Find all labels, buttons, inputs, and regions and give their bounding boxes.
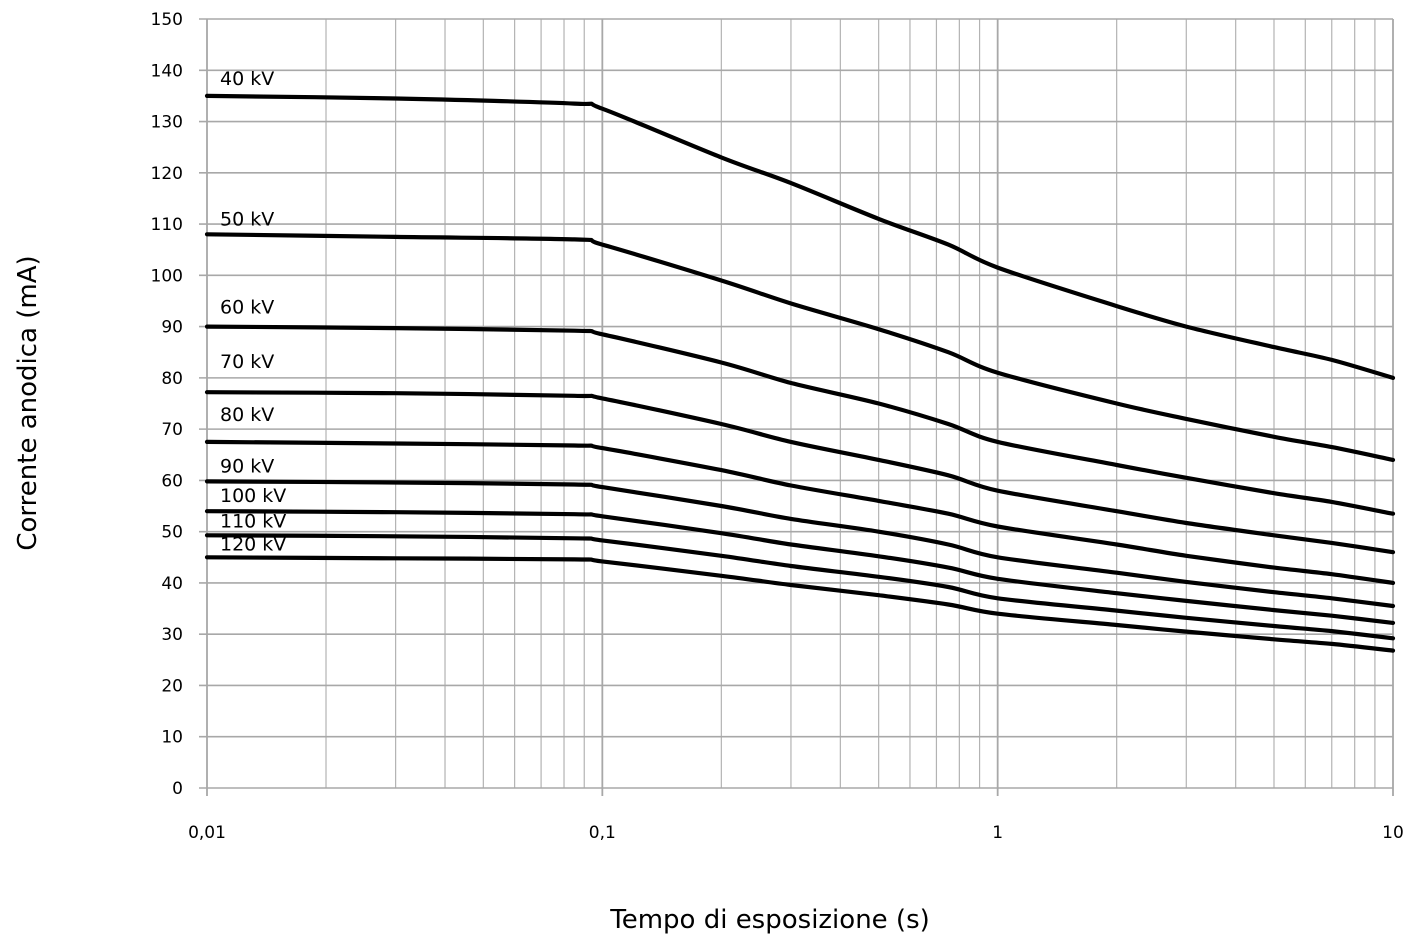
- grid-major: [199, 18, 1394, 796]
- series-label: 120 kV: [220, 533, 286, 555]
- y-tick-label: 90: [161, 318, 183, 338]
- y-tick-label: 100: [151, 266, 183, 286]
- series-label: 40 kV: [220, 68, 274, 90]
- series-label: 50 kV: [220, 208, 274, 230]
- y-tick-label: 130: [151, 113, 183, 133]
- series-label: 100 kV: [220, 485, 286, 507]
- series-line: [204, 555, 1396, 653]
- x-axis-title: Tempo di esposizione (s): [609, 905, 930, 935]
- series-lines: [204, 93, 1396, 653]
- y-tick-label: 40: [161, 574, 183, 594]
- y-tick-label: 0: [172, 779, 183, 799]
- series-label: 70 kV: [220, 351, 274, 373]
- series-labels: 40 kV 50 kV 60 kV 70 kV 80 kV 90 kV 100 kV 110 …: [220, 68, 286, 555]
- series-line: [204, 232, 1396, 462]
- x-axis-tick-labels: 0,01 0,1 1 10: [188, 823, 1404, 843]
- y-tick-label: 30: [161, 625, 183, 645]
- series-line: [204, 324, 1396, 516]
- series-line: [204, 533, 1396, 641]
- series-label: 60 kV: [220, 297, 274, 319]
- series-line: [204, 479, 1396, 609]
- y-axis-title: Corrente anodica (mA): [13, 255, 43, 550]
- y-tick-label: 150: [151, 10, 183, 30]
- x-tick-label: 10: [1382, 823, 1404, 843]
- y-tick-label: 110: [151, 215, 183, 235]
- y-tick-label: 140: [151, 61, 183, 81]
- y-tick-label: 20: [161, 676, 183, 696]
- y-tick-label: 10: [161, 728, 183, 748]
- series-label: 80 kV: [220, 404, 274, 426]
- series-line: [204, 509, 1396, 625]
- x-tick-label: 1: [992, 823, 1003, 843]
- y-tick-label: 80: [161, 369, 183, 389]
- series-line: [204, 93, 1396, 380]
- series-line: [204, 439, 1396, 585]
- grid-minor: [325, 19, 1376, 788]
- y-tick-label: 120: [151, 164, 183, 184]
- series-line: [204, 390, 1396, 555]
- x-tick-label: 0,01: [188, 823, 226, 843]
- x-tick-label: 0,1: [589, 823, 616, 843]
- y-tick-label: 70: [161, 420, 183, 440]
- series-label: 110 kV: [220, 510, 286, 532]
- y-tick-label: 50: [161, 523, 183, 543]
- y-axis-tick-labels: 0 10 20 30 40 50 60 70 80 90 100 110 120 130 140 150: [151, 10, 183, 799]
- series-label: 90 kV: [220, 455, 274, 477]
- y-tick-label: 60: [161, 471, 183, 491]
